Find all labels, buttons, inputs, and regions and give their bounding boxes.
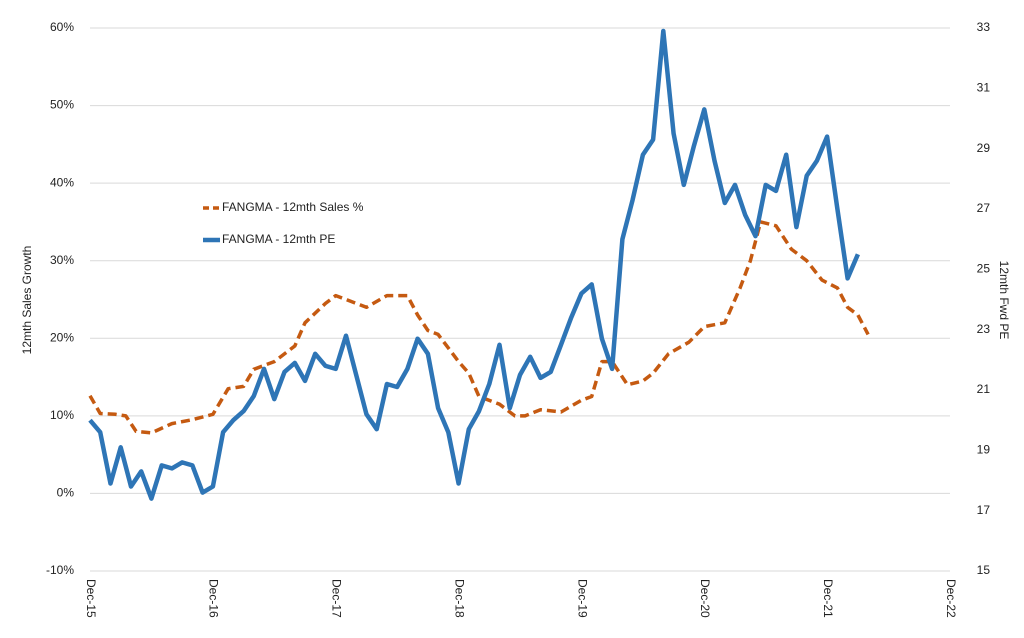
data-line	[88, 220, 870, 435]
x-tick-label: Dec-15	[84, 579, 98, 618]
y-tick-label: 50%	[50, 98, 74, 112]
y-axis-label: 12mth Sales Growth	[20, 246, 34, 355]
y2-tick-label: 17	[977, 503, 991, 517]
y2-tick-label: 29	[977, 141, 991, 155]
y-tick-label: 30%	[50, 253, 74, 267]
y2-tick-label: 27	[977, 201, 991, 215]
y2-tick-label: 31	[977, 81, 991, 95]
y-tick-label: -10%	[46, 563, 74, 577]
y2-tick-label: 23	[977, 322, 991, 336]
legend-label: FANGMA - 12mth PE	[222, 232, 335, 246]
y-tick-label: 10%	[50, 408, 74, 422]
y2-tick-label: 33	[977, 20, 991, 34]
y2-tick-label: 25	[977, 262, 991, 276]
y-tick-label: 0%	[57, 486, 75, 500]
y-tick-label: 60%	[50, 20, 74, 34]
y-tick-label: 40%	[50, 175, 74, 189]
x-tick-label: Dec-20	[698, 579, 712, 618]
y2-tick-label: 21	[977, 382, 991, 396]
y2-axis-label: 12mth Fwd PE	[997, 261, 1011, 340]
y2-tick-label: 19	[977, 443, 991, 457]
legend-label: FANGMA - 12mth Sales %	[222, 200, 364, 214]
x-tick-label: Dec-21	[821, 579, 835, 618]
y-tick-label: 20%	[50, 330, 74, 344]
x-tick-label: Dec-22	[944, 579, 958, 618]
x-tick-label: Dec-17	[330, 579, 344, 618]
data-line	[88, 28, 860, 501]
y2-tick-label: 15	[977, 563, 991, 577]
x-tick-label: Dec-18	[452, 579, 466, 618]
x-tick-label: Dec-19	[575, 579, 589, 618]
x-tick-label: Dec-16	[207, 579, 221, 618]
